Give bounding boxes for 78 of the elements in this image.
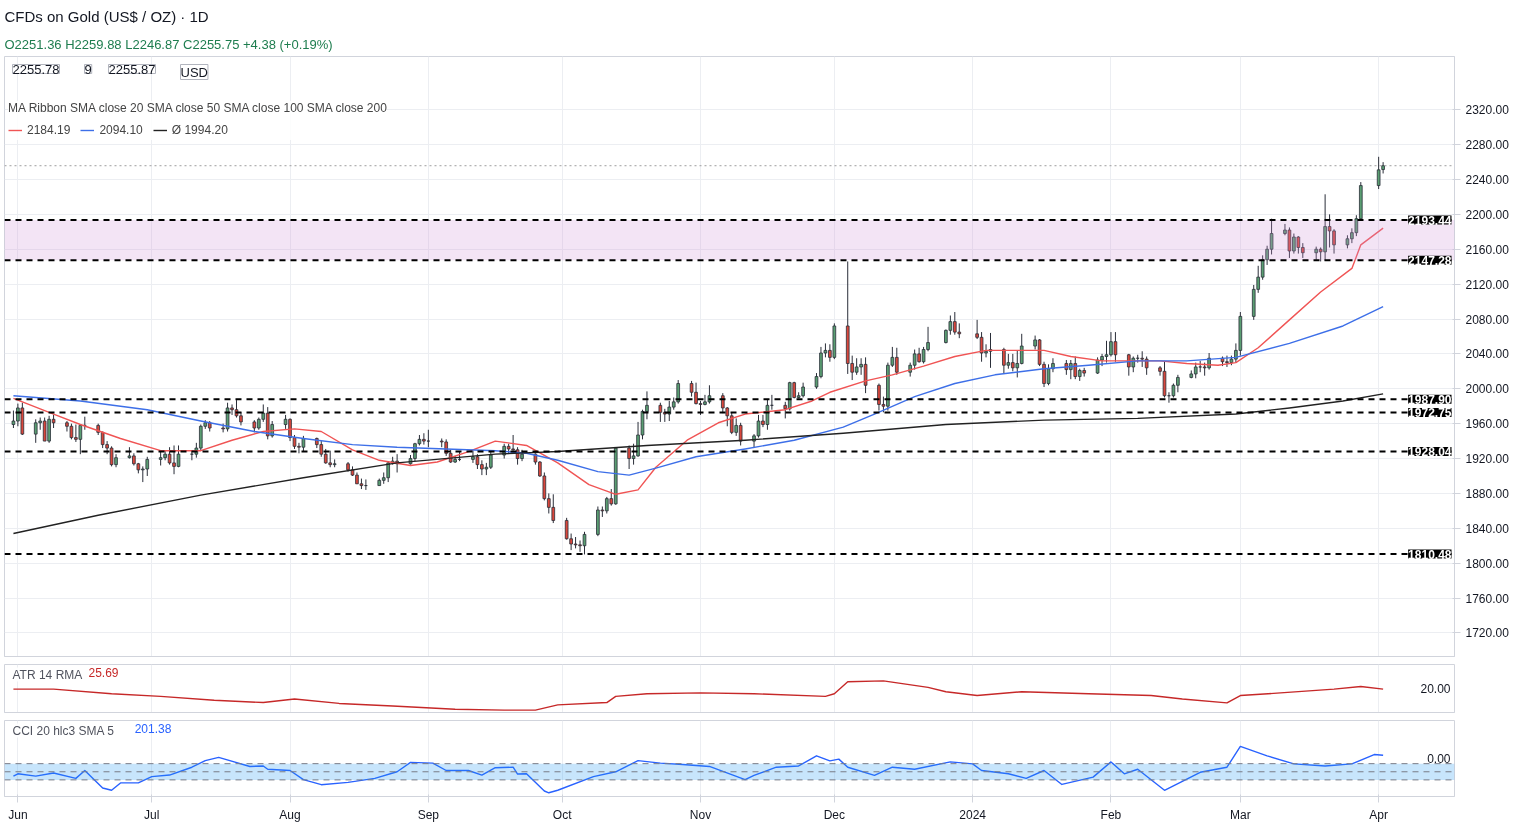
y-tick-label: 2000.00 (1465, 382, 1510, 397)
x-tick-label: Feb (1100, 807, 1122, 822)
annotation: 20.00 (1420, 682, 1451, 696)
candlestick (765, 398, 770, 431)
annotation: 0.00 (1427, 752, 1451, 766)
annotation: 2255.78 (12, 61, 60, 77)
chart-title: CFDs on Gold (US$ / OZ) · 1D (4, 7, 209, 25)
y-tick-label: 1840.00 (1465, 521, 1510, 536)
y-tick-label: 1880.00 (1465, 486, 1510, 501)
ref-line-label: 2193.44 (1408, 213, 1452, 228)
x-tick-label: Nov (689, 807, 712, 822)
candlestick (676, 379, 680, 405)
y-tick-label: 1760.00 (1465, 591, 1510, 606)
annotation: 2255.87 (108, 61, 156, 77)
candlestick (863, 356, 868, 394)
x-tick-label: 2024 (959, 807, 987, 822)
candlestick (582, 531, 587, 555)
x-tick-label: Sep (417, 807, 440, 822)
candlestick (979, 331, 984, 363)
y-tick-label: 2280.00 (1465, 138, 1510, 153)
series-label: 25.69 (88, 665, 119, 680)
chart-title: CCI 20 hlc3 SMA 5 (12, 723, 115, 738)
y-tick-label: 2320.00 (1465, 103, 1510, 118)
y-tick-label: 1720.00 (1465, 626, 1510, 641)
candlestick (1002, 347, 1006, 375)
y-tick-label: 1920.00 (1465, 452, 1510, 467)
x-tick-label: Jun (8, 807, 28, 822)
annotation: 9 (84, 61, 92, 77)
candlestick (703, 394, 707, 406)
candlestick (1376, 156, 1381, 190)
candlestick (658, 402, 663, 423)
y-tick-label: 2200.00 (1465, 207, 1510, 222)
y-tick-label: 2120.00 (1465, 277, 1510, 292)
ref-line-label: 1972.75 (1408, 406, 1452, 421)
candlestick (1287, 226, 1292, 259)
candlestick (78, 424, 83, 455)
candlestick (738, 422, 743, 446)
x-tick-label: Aug (279, 807, 301, 822)
ref-line-label: 1810.48 (1408, 547, 1452, 562)
candlestick (988, 332, 993, 369)
y-tick-label: 2240.00 (1465, 172, 1510, 187)
y-tick-label: 1800.00 (1465, 556, 1510, 571)
candlestick (1113, 331, 1118, 363)
candlestick (471, 450, 475, 464)
candlestick (551, 493, 556, 524)
candlestick (877, 383, 881, 412)
candlestick (1015, 349, 1020, 378)
text: 201.38 (134, 721, 172, 736)
x-tick-label: Jul (144, 807, 160, 822)
x-tick-label: Dec (823, 807, 846, 822)
y-tick-label: 1960.00 (1465, 417, 1510, 432)
y-tick-label: 2080.00 (1465, 312, 1510, 327)
candlestick (145, 456, 150, 477)
candlestick (912, 349, 917, 371)
candlestick (1332, 228, 1336, 255)
chart-subtitle: O2251.36 H2259.88 L2246.87 C2255.75 +4.38 (+0.19%) (4, 36, 333, 52)
line-series (12, 306, 1384, 476)
y-tick-label: 2040.00 (1465, 347, 1510, 362)
x-tick-label: Mar (1230, 807, 1251, 822)
y-tick-label: 2160.00 (1465, 242, 1510, 257)
candlestick (42, 417, 47, 442)
line-series (12, 227, 1384, 495)
legend-label: Ø 1994.20 (171, 123, 228, 137)
line-series (12, 393, 1384, 535)
x-tick-label: Apr (1369, 807, 1388, 822)
ref-line-label: 1987.90 (1408, 392, 1452, 407)
candlestick (1073, 356, 1078, 380)
legend-label: 2184.19 (27, 123, 71, 137)
legend-title: MA Ribbon SMA close 20 SMA close 50 SMA close 100 SMA close 200 (8, 101, 387, 115)
chart-title: ATR 14 RMA (12, 667, 83, 682)
ref-line-label: 2147.28 (1408, 253, 1452, 268)
ref-line-label: 1928.04 (1408, 445, 1452, 460)
legend-label: 2094.10 (99, 123, 143, 137)
annotation: USD (180, 64, 208, 80)
candlestick (109, 445, 114, 467)
candlestick (33, 418, 38, 444)
x-tick-label: Oct (552, 807, 573, 822)
candlestick (729, 411, 734, 435)
